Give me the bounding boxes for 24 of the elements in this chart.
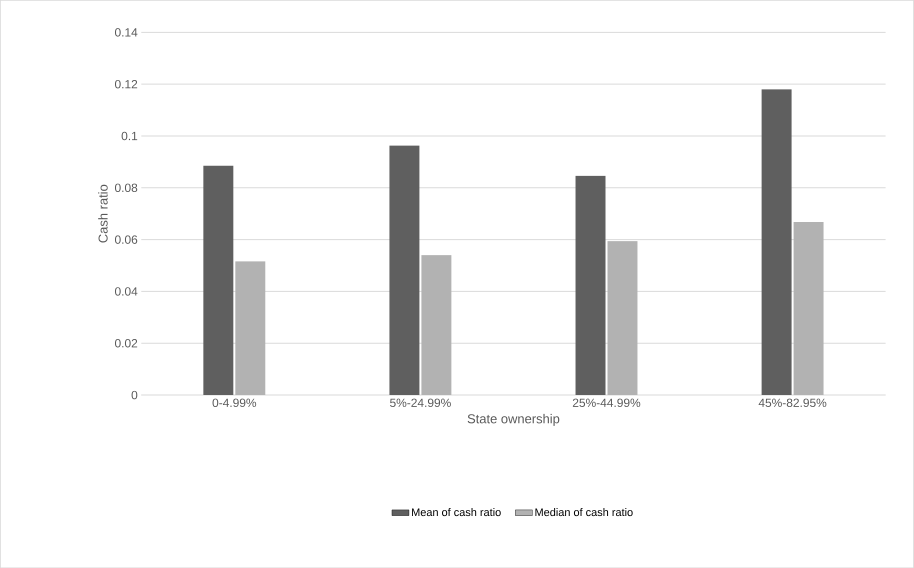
y-tick-label: 0.08 <box>114 183 138 192</box>
bar <box>576 176 606 395</box>
y-tick-label: 0.14 <box>114 28 138 36</box>
bar <box>203 166 234 395</box>
bar <box>794 222 824 395</box>
x-tick-label: 5%-24.99% <box>390 398 451 407</box>
x-tick-label: 25%-44.99% <box>572 398 640 407</box>
legend-label: Mean of cash ratio <box>412 508 501 516</box>
legend-label: Median of cash ratio <box>535 508 633 516</box>
bar <box>389 145 420 395</box>
bar <box>762 89 792 395</box>
x-axis-title: State ownership <box>468 414 560 426</box>
bar <box>421 255 452 395</box>
y-tick-label: 0.04 <box>114 287 138 296</box>
x-tick-label: 45%-82.95% <box>758 398 826 407</box>
y-tick-label: 0.12 <box>114 80 138 88</box>
bar <box>607 241 638 395</box>
bar <box>235 261 266 395</box>
y-tick-label: 0.06 <box>114 235 138 244</box>
y-axis-title: Cash ratio <box>98 184 108 242</box>
x-tick-label: 0-4.99% <box>212 398 256 407</box>
y-tick-label: 0 <box>132 390 138 400</box>
y-tick-label: 0.02 <box>114 338 138 348</box>
y-tick-label: 0.1 <box>122 132 138 140</box>
